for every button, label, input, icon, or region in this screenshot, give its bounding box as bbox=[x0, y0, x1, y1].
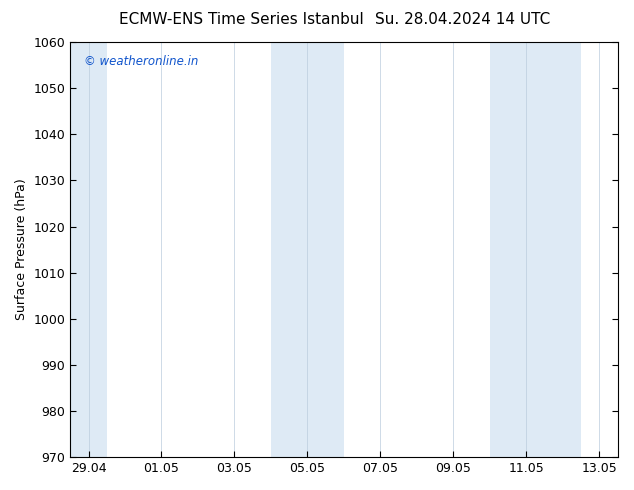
Text: © weatheronline.in: © weatheronline.in bbox=[84, 54, 198, 68]
Bar bbox=[271, 42, 344, 457]
Text: Su. 28.04.2024 14 UTC: Su. 28.04.2024 14 UTC bbox=[375, 12, 550, 27]
Text: ECMW-ENS Time Series Istanbul: ECMW-ENS Time Series Istanbul bbox=[119, 12, 363, 27]
Bar bbox=[490, 42, 581, 457]
Y-axis label: Surface Pressure (hPa): Surface Pressure (hPa) bbox=[15, 179, 28, 320]
Bar bbox=[70, 42, 107, 457]
